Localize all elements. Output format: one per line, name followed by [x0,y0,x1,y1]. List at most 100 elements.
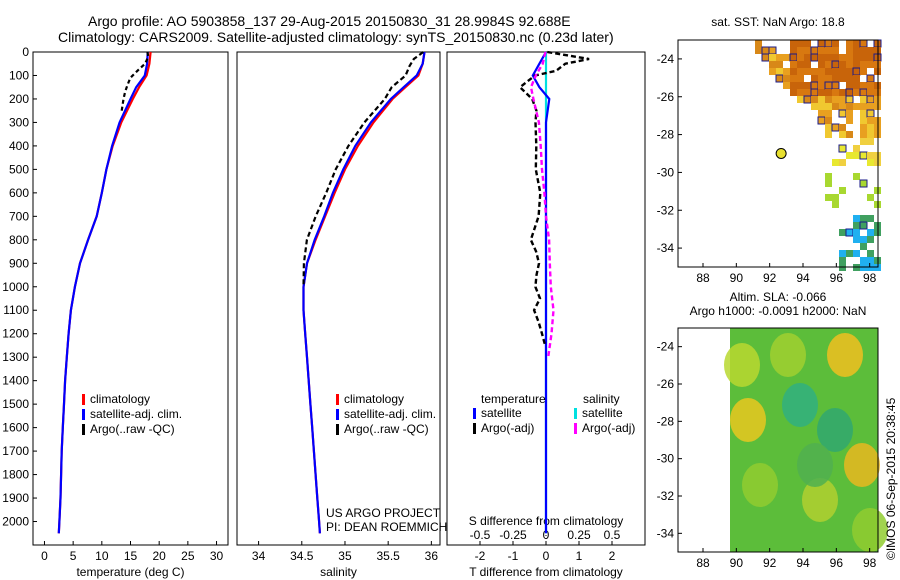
sst-cell [804,40,811,47]
salinity-argo-diff-line [529,51,555,358]
temperature-x-tick-label: 25 [181,549,195,563]
sst-cell [853,222,860,229]
sst-cell [867,117,874,124]
sst-cell [825,75,832,82]
depth-tick-label: 1100 [3,303,29,317]
pi-label: PI: DEAN ROEMMICH [326,520,448,534]
sst-cell [853,229,860,236]
sst-cell [832,194,839,201]
depth-tick-label: 300 [9,115,29,129]
sst-cell [860,131,867,138]
temperature-legend-swatch [82,394,85,405]
depth-tick-label: 400 [9,139,29,153]
sst-cell [825,89,832,96]
sst-map-y-tick-label: -32 [657,203,675,217]
sst-cell [859,151,868,160]
sst-cell [859,88,868,97]
sst-cell [839,54,846,61]
depth-tick-label: 1700 [2,444,29,458]
difference-legend-salinity-swatch [574,408,577,419]
sst-cell [867,194,874,201]
sst-map-y-tick-label: -34 [657,241,675,255]
depth-tick-label: 600 [9,186,29,200]
sst-cell [866,74,875,83]
sst-cell [825,103,832,110]
sst-cell [867,82,874,89]
sst-cell [797,89,804,96]
sst-cell [825,124,832,131]
sst-cell [790,47,797,54]
sst-cell [824,81,833,90]
sla-anomaly-blob [802,478,838,522]
sst-cell [810,46,819,55]
sst-cell [846,54,853,61]
sst-cell [831,123,840,132]
sst-map-cells [755,39,882,271]
salinity-legend-entry: Argo(..raw -QC) [344,422,429,436]
sst-cell [797,47,804,54]
sst-cell [838,144,847,153]
argo-position-marker [775,147,787,159]
sst-map-x-tick-label: 98 [863,271,877,285]
sst-cell [846,250,853,257]
difference-legend-temperature-entry: Argo(-adj) [481,421,534,435]
sst-cell [839,131,846,138]
sst-cell [783,75,790,82]
sla-map-subtitle: Argo h1000: -0.0091 h2000: NaN [690,304,867,318]
sst-cell [804,61,811,68]
salinity-x-tick-label: 35.5 [376,549,400,563]
difference-x-tick-label: -2 [475,549,486,563]
sla-anomaly-blob [730,398,766,442]
sst-cell [790,89,797,96]
difference-legend-temperature-entry: satellite [481,406,522,420]
sst-cell [867,61,874,68]
sst-map-y-tick-label: -30 [657,165,675,179]
sst-cell [853,89,860,96]
figure-title-line2: Climatology: CARS2009. Satellite-adjuste… [58,29,614,45]
salinity-satellite-line [302,51,426,534]
sst-cell [832,89,839,96]
temperature-argo-line [120,51,150,111]
sst-cell [804,54,811,61]
sst-cell [839,250,846,257]
sst-cell [838,109,847,118]
sst-cell [797,61,804,68]
sst-cell [825,180,832,187]
sst-cell [853,236,860,243]
salinity-argo-line [302,51,424,287]
sst-map-y-tick-label: -26 [657,90,675,104]
temperature-legend-swatch [82,424,85,435]
sst-cell [818,96,825,103]
sst-cell [866,109,875,118]
sst-cell [845,88,854,97]
sst-cell [776,68,783,75]
temperature-x-tick-label: 0 [41,549,48,563]
sst-cell [859,179,868,188]
temperature-satellite-diff-line [531,51,551,534]
sst-cell [853,173,860,180]
sst-cell [852,67,861,76]
sst-cell [761,46,770,55]
sla-anomaly-blob [782,383,818,427]
difference-legend-salinity-entry: Argo(-adj) [582,421,635,435]
project-label: US ARGO PROJECT [326,506,441,520]
sst-cell [839,61,846,68]
depth-tick-label: 700 [9,209,29,223]
salinity-difference-tick-label: 0.5 [604,528,621,542]
sla-anomaly-blob [742,463,778,507]
sst-cell [810,81,819,90]
depth-tick-label: 900 [9,256,29,270]
sst-cell [853,61,860,68]
difference-x-label: T difference from climatology [469,565,623,579]
difference-x-tick-label: 0 [543,549,550,563]
depth-tick-label: 1900 [2,491,29,505]
sst-cell [839,96,846,103]
sst-cell [832,201,839,208]
salinity-x-tick-label: 36 [425,549,439,563]
sst-cell [860,243,867,250]
sst-cell [810,53,819,62]
sst-cell [860,257,867,264]
sst-map-x-tick-label: 90 [730,271,744,285]
sst-cell [825,117,832,124]
